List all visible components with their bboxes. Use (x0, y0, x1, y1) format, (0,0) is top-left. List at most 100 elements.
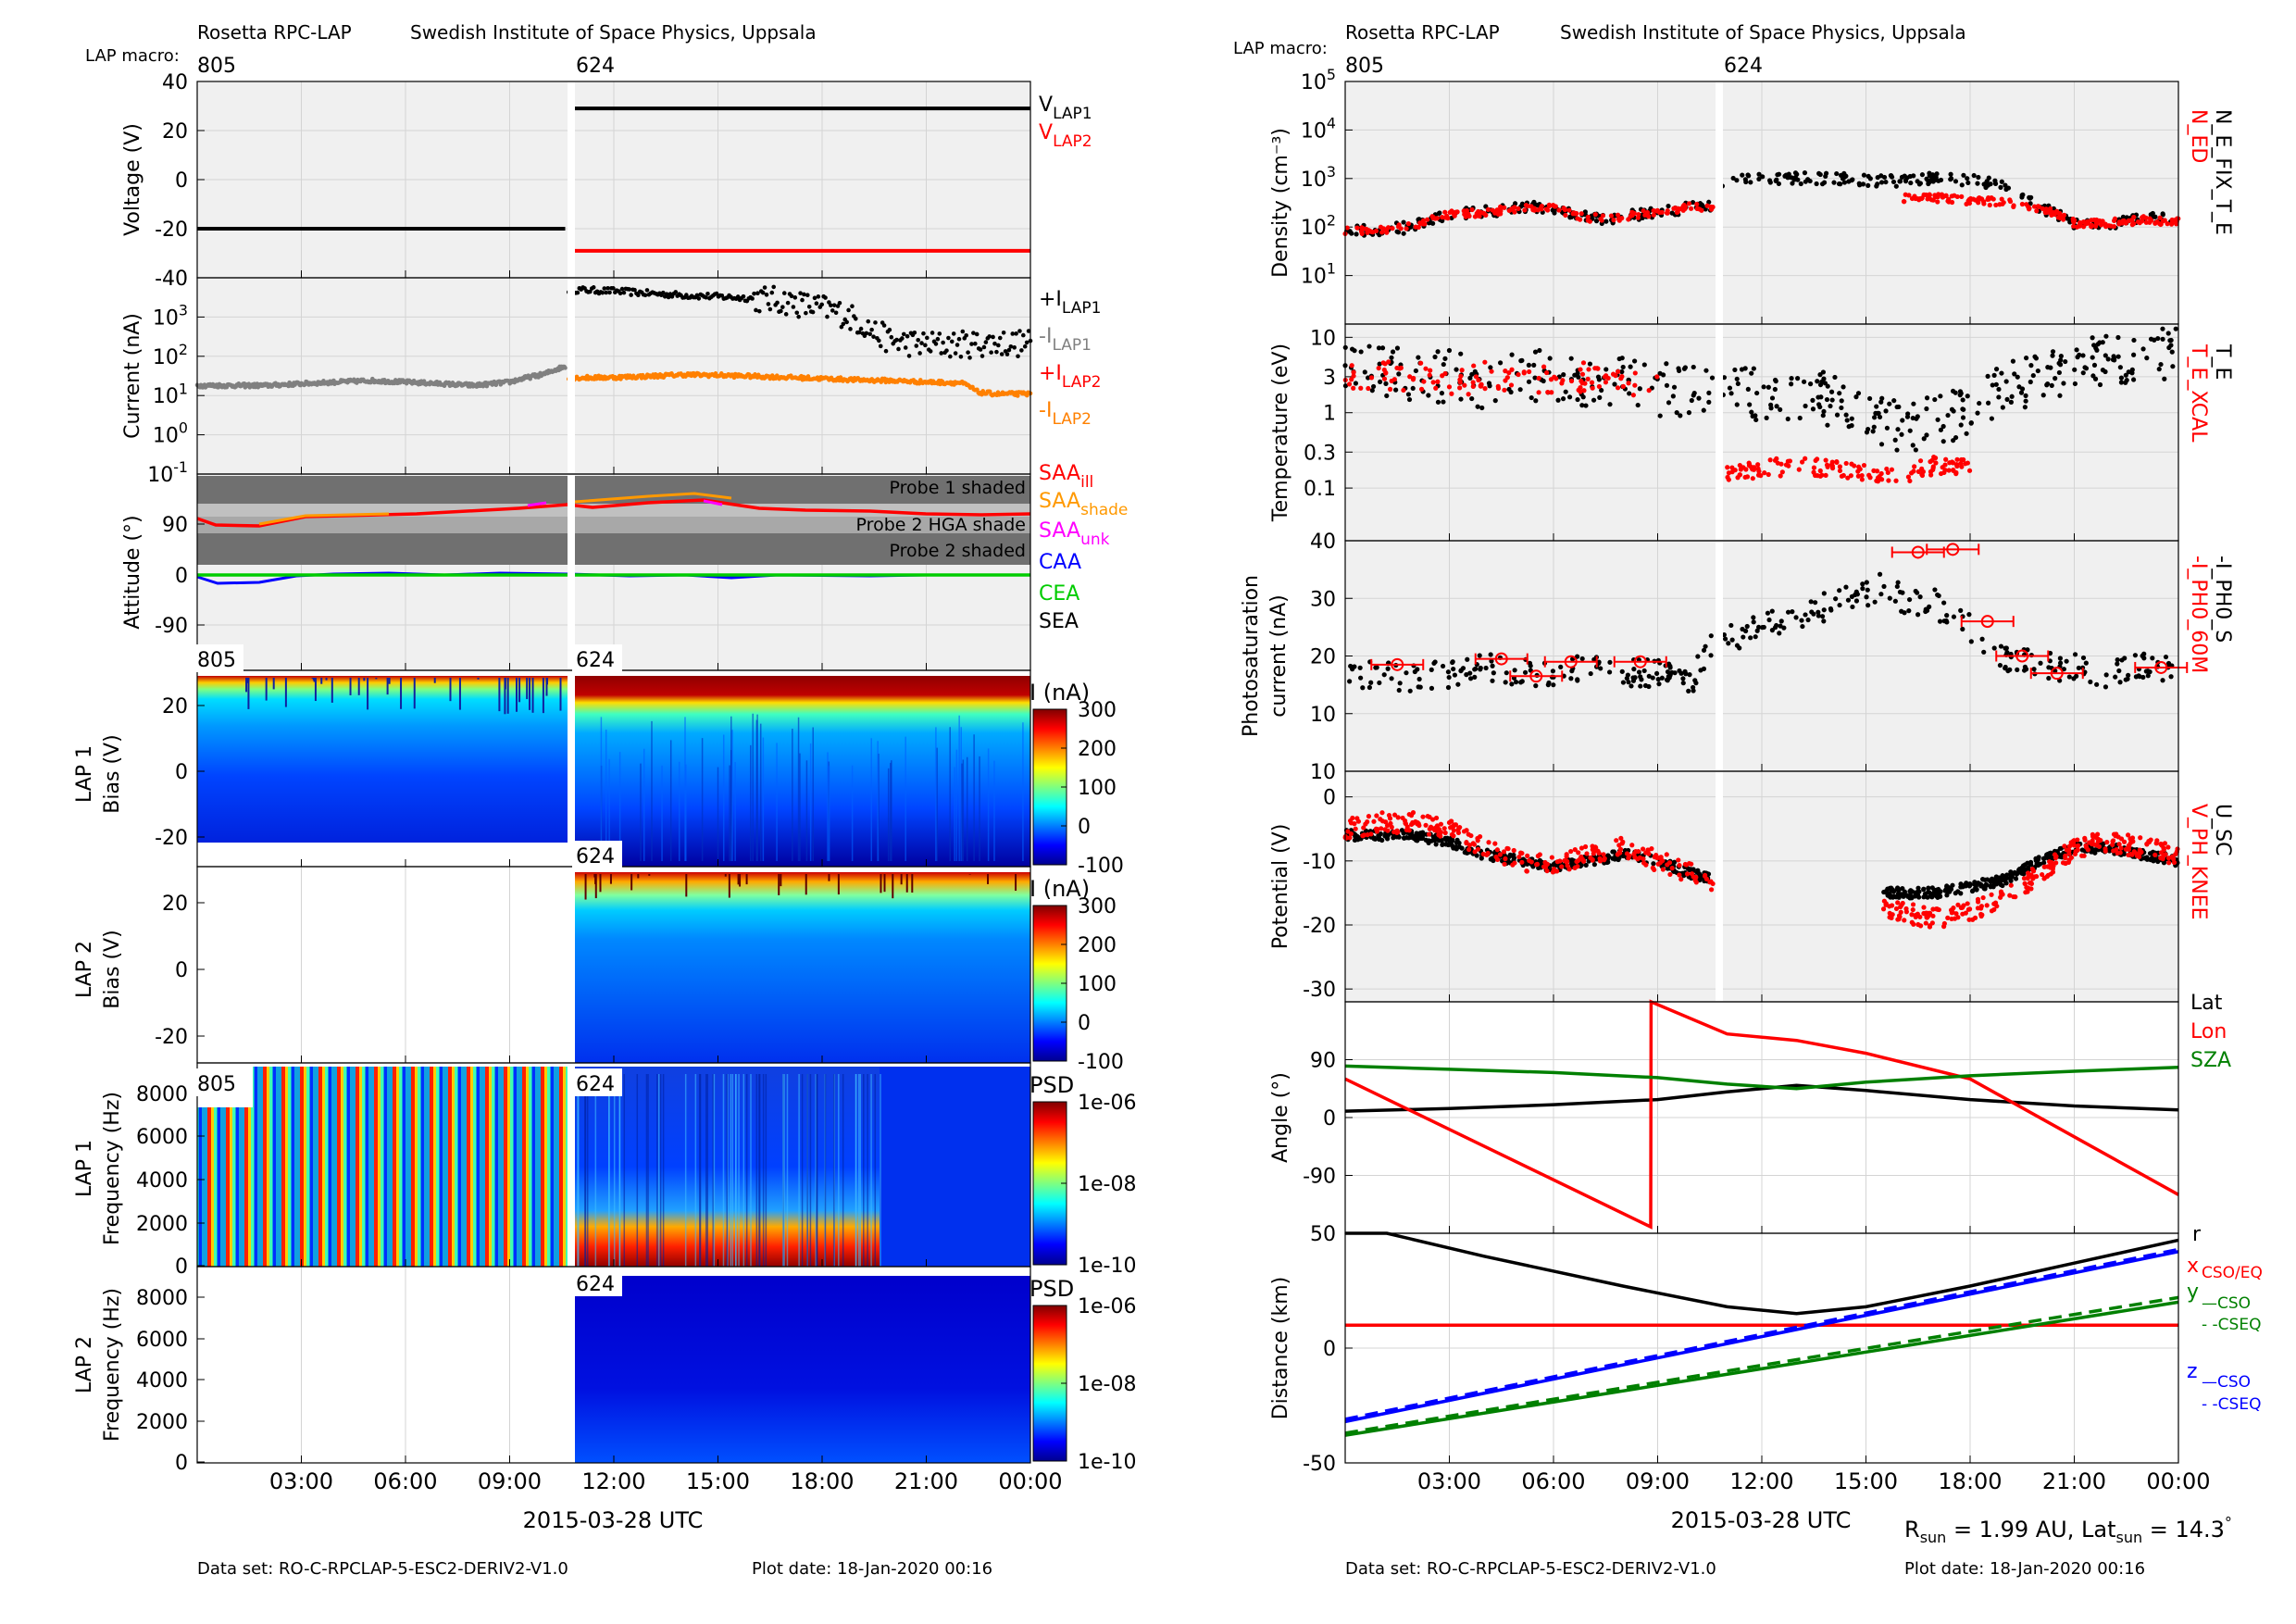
current-point-0 (1016, 354, 1020, 359)
potential-point-vph (1584, 851, 1590, 856)
potential-point-vph-2 (2152, 852, 2158, 857)
temperature-point-te (1910, 443, 1915, 448)
potential-point-vph (1387, 816, 1393, 821)
potential-point-vph-2 (2158, 850, 2165, 856)
temperature-point-te (1696, 395, 1702, 401)
potential-point-vph-2 (2064, 847, 2069, 853)
temperature-point-xcal (1495, 383, 1501, 389)
macro-change-gap (1716, 82, 1723, 323)
photosat-point-s (2163, 654, 2169, 660)
density-point-nefix (1908, 180, 1914, 186)
current-point-0 (705, 291, 710, 296)
current-point-0 (994, 349, 999, 355)
current-point-0 (981, 344, 987, 350)
potential-point-vph (1519, 859, 1525, 865)
photosat-point-s (2145, 673, 2151, 679)
photosat-point-s (1821, 618, 1827, 624)
current-point-0 (607, 290, 612, 295)
photosat-point-s (1579, 656, 1585, 662)
potential-point-vph (1438, 830, 1443, 835)
potential-point-vph (1554, 868, 1560, 874)
potential-point-vph (1616, 850, 1622, 856)
potential-point-vph (1602, 857, 1607, 863)
heatmap-lap1-psd-624-quiet (880, 1067, 1030, 1267)
potential-point-vph (1427, 826, 1432, 831)
density-point-nefix (1792, 170, 1799, 176)
density-point-ned (1600, 213, 1606, 219)
potential-point-vph-2 (2021, 876, 2028, 881)
current-point-0 (766, 302, 771, 306)
photosat-point-s (1446, 674, 1452, 681)
potential-point-vph (1348, 820, 1354, 826)
current-point-0 (780, 305, 785, 309)
time-tick-right: 06:00 (1521, 1468, 1585, 1494)
temperature-point-xcal-2 (1837, 468, 1843, 474)
temperature-point-te (1517, 387, 1523, 393)
temperature-point-te (1637, 386, 1642, 392)
photosat-point-s (1915, 590, 1920, 595)
temperature-point-te (1953, 434, 1959, 441)
density-point-ned (1434, 216, 1441, 221)
potential-point-usc-2 (2019, 865, 2025, 870)
potential-point-vph-2 (2166, 860, 2172, 866)
current-point-0 (894, 337, 899, 343)
current-point-0 (956, 336, 962, 342)
potential-point-vph (1475, 846, 1481, 852)
lap2-bias-colorbar-ticklabel: 0 (1078, 1012, 1091, 1035)
photosat-point-s (1377, 680, 1382, 686)
temperature-point-te (1883, 408, 1889, 414)
current-point-0 (841, 321, 846, 327)
density-point-ned-2 (1928, 197, 1934, 203)
current-point-0 (856, 330, 862, 335)
header-right-institute: Swedish Institute of Space Physics, Upps… (1560, 21, 1966, 44)
temperature-point-te (1924, 406, 1929, 412)
density-point-ned (1498, 211, 1504, 217)
density-point-nefix (1890, 179, 1897, 185)
temperature-point-xcal (1478, 383, 1483, 389)
photosat-point-s (1655, 677, 1661, 682)
density-point-ned (1413, 224, 1418, 230)
density-point-ned-2 (2007, 198, 2014, 205)
temperature-point-te (1370, 383, 1377, 390)
photosat-point-s (1816, 609, 1821, 615)
photosat-point-s (1687, 672, 1692, 678)
potential-point-vph (1678, 877, 1684, 882)
current-point-0 (858, 326, 864, 331)
temperature-point-te (2023, 393, 2028, 398)
density-point-ned (1615, 212, 1621, 218)
potential-point-usc-2 (1972, 880, 1978, 885)
header-left-title: Rosetta RPC-LAP (197, 21, 352, 44)
density-ytick-label: 104 (1301, 115, 1336, 144)
temperature-point-xcal (1576, 387, 1581, 393)
temperature-point-xcal (1471, 363, 1477, 369)
current-point-0 (664, 292, 669, 296)
temperature-point-xcal (1351, 385, 1356, 391)
potential-point-vph (1504, 845, 1510, 851)
temperature-point-xcal (1544, 369, 1550, 376)
temperature-point-xcal (1560, 378, 1566, 383)
temperature-point-xcal (1626, 381, 1631, 386)
temperature-point-xcal-2 (1951, 467, 1956, 473)
potential-point-vph (1449, 831, 1455, 837)
potential-point-vph (1438, 833, 1443, 839)
current-point-0 (958, 354, 964, 359)
temperature-point-te (1435, 399, 1441, 405)
lap2-psd-ytick-label: 8000 (136, 1287, 188, 1310)
lap2-psd-colorbar-title: PSD (1029, 1276, 1074, 1302)
temperature-point-te (1911, 401, 1916, 406)
temperature-point-te (1390, 349, 1396, 355)
potential-point-vph (1516, 854, 1522, 860)
legend-dist-z: z (2187, 1360, 2198, 1383)
photosat-point-s (1805, 617, 1811, 623)
time-tick-right: 03:00 (1417, 1468, 1481, 1494)
lap1-psd-805-macro-box (193, 1068, 243, 1096)
photosat-point-s (1591, 656, 1597, 662)
potential-point-usc-2 (2000, 882, 2005, 889)
potential-point-vph (1492, 841, 1498, 846)
temperature-point-te (1965, 394, 1970, 399)
potential-point-vph (1466, 846, 1472, 853)
temperature-point-te (1537, 347, 1542, 354)
density-point-ned (1359, 225, 1365, 231)
temperature-point-xcal-2 (1954, 463, 1960, 469)
photosat-point-s (1998, 643, 2004, 649)
